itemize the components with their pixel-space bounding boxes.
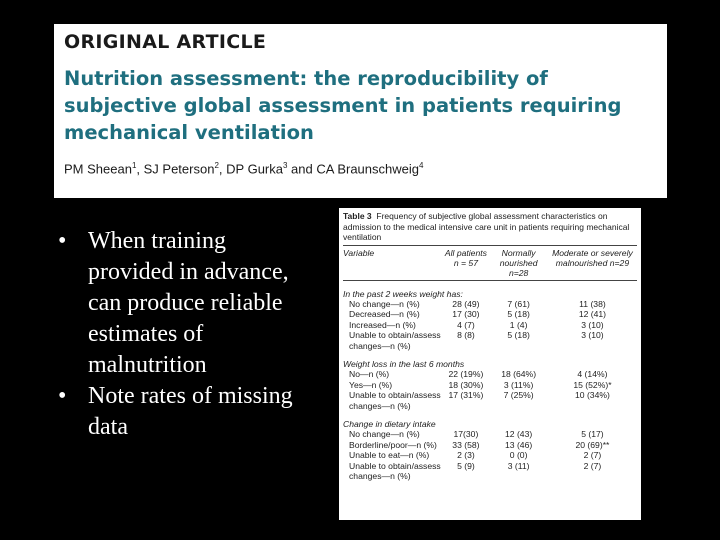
table-cell: 33 (58) xyxy=(452,439,480,450)
article-authors: PM Sheean1, SJ Peterson2, DP Gurka3 and … xyxy=(64,161,424,177)
table-row-label: No—n (%) xyxy=(349,369,390,380)
table-cell: 18 (64%) xyxy=(501,369,537,380)
table-image-panel: Table 3 Frequency of subjective global a… xyxy=(339,208,641,520)
article-type-label: ORIGINAL ARTICLE xyxy=(64,31,267,53)
table-row: Decreased—n (%) 17 (30) 5 (18) 12 (41) xyxy=(343,309,637,319)
table-cell: 15 (52%)* xyxy=(573,379,612,390)
bullet-text: Note rates of missing data xyxy=(88,383,293,440)
table-body: In the past 2 weeks weight has: No change… xyxy=(343,280,637,482)
author-name: DP Gurka xyxy=(226,161,283,177)
author-name: PM Sheean xyxy=(64,161,132,177)
author-affiliation-number: 3 xyxy=(282,161,288,170)
author-affiliation-number: 4 xyxy=(418,161,424,170)
table-cell: 3 (10) xyxy=(581,330,604,341)
table-header-cell: Variable xyxy=(343,244,443,281)
table-cell: 3 (10) xyxy=(581,319,604,330)
table-header-cell: Moderate or severely malnourished n=29 xyxy=(547,244,637,281)
bullet-text: When training provided in advance, can p… xyxy=(88,228,289,378)
author-affiliation-number: 1 xyxy=(131,161,137,170)
table-cell: 17 (30) xyxy=(452,309,480,320)
article-header-image: ORIGINAL ARTICLE Nutrition assessment: t… xyxy=(54,24,667,198)
table-cell: 22 (19%) xyxy=(448,369,484,380)
table-row: No change—n (%) 17(30) 12 (43) 5 (17) xyxy=(343,429,637,439)
table-cell: 17 (31%) xyxy=(448,390,484,401)
table-cell: 7 (25%) xyxy=(503,390,534,401)
table-section-title: Weight loss in the last 6 months xyxy=(343,358,465,369)
table-cell: 4 (7) xyxy=(457,319,475,330)
bullet-marker: • xyxy=(58,383,67,409)
table-cell: 2 (7) xyxy=(583,450,602,461)
table-row: Unable to obtain/assess changes—n (%) 17 … xyxy=(343,390,637,411)
bullet-list: • When training provided in advance, can… xyxy=(58,226,308,443)
table-cell: 28 (49) xyxy=(452,298,480,309)
author-affiliation-number: 2 xyxy=(214,161,219,170)
table-header-row: Variable All patients n = 57 Normally no… xyxy=(343,244,637,281)
table-row-label: No change—n (%) xyxy=(349,429,420,440)
table-cell: 12 (43) xyxy=(505,429,533,440)
table-cell: 5 (18) xyxy=(507,330,530,341)
table-cell: 20 (69)** xyxy=(575,439,610,450)
table-row: Unable to obtain/assess changes—n (%) 5 (… xyxy=(343,461,637,482)
table-cell: 18 (30%) xyxy=(448,379,484,390)
table-cell: 13 (46) xyxy=(505,439,533,450)
table-section-row: In the past 2 weeks weight has: xyxy=(343,280,637,299)
table-cell: 17(30) xyxy=(453,429,479,440)
table-row: Increased—n (%) 4 (7) 1 (4) 3 (10) xyxy=(343,320,637,330)
table-header-cell: Normally nourished n=28 xyxy=(489,244,548,281)
table-label: Table 3 xyxy=(343,211,372,221)
table-header-cell: All patients n = 57 xyxy=(442,244,490,281)
table-row: Yes—n (%) 18 (30%) 3 (11%) 15 (52%)* xyxy=(343,380,637,390)
table-cell: 3 (11%) xyxy=(503,379,534,390)
table-cell: 11 (38) xyxy=(579,298,606,309)
table-row: No—n (%) 22 (19%) 18 (64%) 4 (14%) xyxy=(343,369,637,379)
article-title: Nutrition assessment: the reproducibilit… xyxy=(64,67,622,144)
table-cell: 10 (34%) xyxy=(575,390,610,401)
table-row: Borderline/poor—n (%) 33 (58) 13 (46) 20 (6… xyxy=(343,440,637,450)
table-row-label: Unable to obtain/assess changes—n (%) xyxy=(349,460,441,481)
bullet-item: • When training provided in advance, can… xyxy=(58,226,308,381)
table-row-label: Unable to obtain/assess changes—n (%) xyxy=(349,330,441,351)
table-cell: 5 (9) xyxy=(457,460,475,471)
table-row: No change—n (%) 28 (49) 7 (61) 11 (38) xyxy=(343,299,637,309)
table-section-title: Change in dietary intake xyxy=(343,418,436,429)
table-row-label: Unable to eat—n (%) xyxy=(349,450,430,461)
table-cell: 12 (41) xyxy=(578,309,607,320)
table-cell: 1 (4) xyxy=(509,319,528,330)
table-cell: 2 (3) xyxy=(457,450,475,461)
table-cell: 5 (18) xyxy=(507,309,530,320)
bullet-item: • Note rates of missing data xyxy=(58,381,308,443)
table-row-label: Increased—n (%) xyxy=(349,319,416,330)
table-row-label: No change—n (%) xyxy=(349,298,420,309)
table-caption-text: Frequency of subjective global assessmen… xyxy=(343,211,630,242)
table-cell: 5 (17) xyxy=(581,429,604,440)
table-caption: Table 3 Frequency of subjective global a… xyxy=(343,211,637,243)
table-row-label: Borderline/poor—n (%) xyxy=(349,439,437,450)
table-cell: 0 (0) xyxy=(509,450,528,461)
bullet-marker: • xyxy=(58,228,67,254)
table-row: Unable to eat—n (%) 2 (3) 0 (0) 2 (7) xyxy=(343,450,637,460)
table-cell: 8 (8) xyxy=(457,330,475,341)
table-cell: 4 (14%) xyxy=(577,369,608,380)
table-section-row: Weight loss in the last 6 months xyxy=(343,351,637,369)
table-row: Unable to obtain/assess changes—n (%) 8 (… xyxy=(343,330,637,351)
author-name: CA Braunschweig xyxy=(316,161,419,177)
table-section-row: Change in dietary intake xyxy=(343,411,637,429)
table-row-label: Yes—n (%) xyxy=(349,379,393,390)
table-cell: 7 (61) xyxy=(507,298,530,309)
table-row-label: Decreased—n (%) xyxy=(349,309,420,320)
frequency-table: Variable All patients n = 57 Normally no… xyxy=(343,244,637,482)
table-cell: 2 (7) xyxy=(583,460,602,471)
table-row-label: Unable to obtain/assess changes—n (%) xyxy=(349,390,441,411)
author-name: SJ Peterson xyxy=(143,161,215,177)
table-cell: 3 (11) xyxy=(507,460,530,471)
table-section-title: In the past 2 weeks weight has: xyxy=(343,288,463,299)
